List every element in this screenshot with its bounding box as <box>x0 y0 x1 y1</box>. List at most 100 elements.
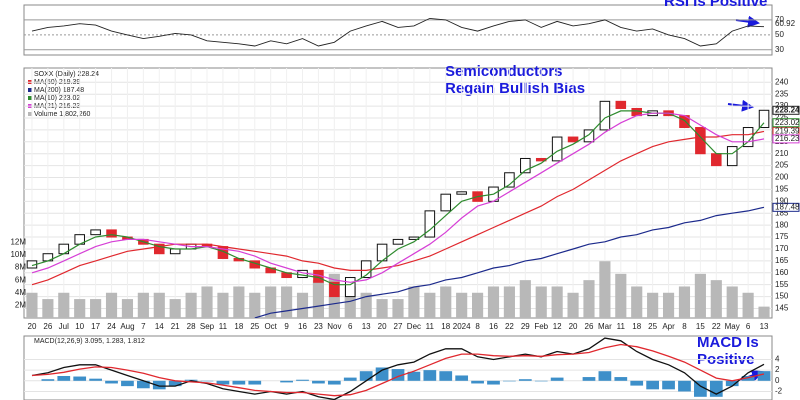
candle-body <box>440 193 452 212</box>
volume-bar <box>710 280 722 318</box>
macd-histogram-bar <box>550 377 564 381</box>
x-tick-label: 23 <box>314 322 323 331</box>
macd-histogram-bar <box>518 379 532 381</box>
volume-tick-label: 6M <box>15 275 26 284</box>
macd-histogram-bar <box>598 371 612 381</box>
volume-bar <box>74 299 86 318</box>
volume-tick-label: 4M <box>15 288 26 297</box>
volume-tick-label: 12M <box>10 237 26 246</box>
macd-histogram-bar <box>741 376 755 381</box>
rsi-panel <box>23 4 773 56</box>
x-tick-label: 6 <box>746 322 751 331</box>
volume-bar <box>58 292 70 318</box>
x-tick-label: May <box>725 322 740 331</box>
legend-swatch <box>28 112 32 116</box>
last-value-tag <box>772 118 800 128</box>
candle-body <box>726 146 738 167</box>
ma-line <box>31 110 765 286</box>
x-tick-label: 6 <box>348 322 353 331</box>
y-tick-label: 195 <box>775 185 789 194</box>
candle-body <box>520 157 531 174</box>
y-tick-label: 150 <box>775 292 789 301</box>
x-tick-label: 18 <box>234 322 243 331</box>
candle-body <box>154 243 165 255</box>
x-tick-label: 26 <box>585 322 594 331</box>
volume-bar <box>153 292 165 318</box>
rsi-line <box>31 17 765 47</box>
volume-bar <box>42 299 54 318</box>
x-tick-label: 16 <box>298 322 307 331</box>
arrow <box>735 15 760 28</box>
last-value-tag <box>772 105 800 115</box>
macd-histogram-bar <box>487 380 500 385</box>
macd-histogram-bar <box>216 380 230 385</box>
volume-bar <box>26 292 38 318</box>
macd-histogram-bar <box>662 380 675 390</box>
ma-line <box>31 130 765 286</box>
volume-bar <box>758 306 770 318</box>
candle-body <box>583 129 595 143</box>
x-tick-label: Mar <box>598 322 612 331</box>
x-tick-label: Feb <box>534 322 548 331</box>
volume-bar <box>519 280 531 318</box>
legend-swatch <box>28 88 32 92</box>
legend-swatch <box>28 96 32 100</box>
candle-body <box>392 238 404 245</box>
volume-bar <box>631 286 643 318</box>
macd-tick-label: 4 <box>775 355 780 364</box>
x-tick-label: 8 <box>475 322 480 331</box>
annotation: RSI Is Positive <box>664 0 767 10</box>
x-tick-label: 22 <box>712 322 721 331</box>
macd-histogram-bar <box>296 379 309 381</box>
volume-tick-label: 10M <box>10 250 26 259</box>
macd-histogram-bar <box>200 380 214 382</box>
x-tick-label: Jul <box>59 322 69 331</box>
y-tick-label: 210 <box>775 149 789 158</box>
candle-body <box>742 127 754 148</box>
last-value: 219.39 <box>775 126 800 135</box>
y-tick-label: 235 <box>775 89 789 98</box>
x-tick-label: 15 <box>696 322 705 331</box>
macd-histogram-bar <box>439 371 453 381</box>
x-tick-label: 18 <box>632 322 641 331</box>
volume-tick-label: 2M <box>15 300 26 309</box>
candle-body <box>711 153 722 167</box>
volume-bar <box>583 280 595 318</box>
x-tick-label: 21 <box>171 322 180 331</box>
volume-bar <box>551 286 563 318</box>
x-tick-label: Oct <box>264 322 277 331</box>
volume-bar <box>344 286 356 318</box>
y-tick-label: 185 <box>775 208 789 217</box>
x-tick-label: 24 <box>107 322 116 331</box>
candle-body <box>90 229 101 236</box>
last-value: 223.02 <box>775 118 800 127</box>
last-value: 187.48 <box>775 202 800 211</box>
rsi-tick-label: 70 <box>775 15 784 24</box>
volume-bar <box>424 292 436 318</box>
volume-bar <box>726 286 738 318</box>
x-tick-label: 25 <box>648 322 657 331</box>
last-value: 228.24 <box>775 105 800 114</box>
candle-body <box>615 100 627 109</box>
candle-body <box>424 210 436 238</box>
macd-histogram-bar <box>280 380 293 383</box>
macd-histogram-bar <box>678 380 691 392</box>
volume-bar <box>662 292 675 318</box>
macd-histogram-bar <box>248 380 262 385</box>
volume-bar <box>281 286 293 318</box>
x-tick-label: Nov <box>327 322 341 331</box>
volume-bar <box>265 286 277 318</box>
y-tick-label: 165 <box>775 256 789 265</box>
macd-line <box>31 337 765 400</box>
x-tick-label: 14 <box>155 322 164 331</box>
volume-bar <box>121 299 134 318</box>
macd-histogram-bar <box>582 377 596 381</box>
last-value-tag <box>772 134 800 144</box>
volume-bar <box>185 292 197 318</box>
rsi-tick-label: 50 <box>775 30 784 39</box>
annotation: MACD Is <box>697 334 759 351</box>
x-tick-label: 17 <box>91 322 100 331</box>
x-tick-label: 25 <box>250 322 259 331</box>
x-tick-label: 26 <box>43 322 52 331</box>
legend-entry: MA(200) 187.48 <box>34 87 84 94</box>
